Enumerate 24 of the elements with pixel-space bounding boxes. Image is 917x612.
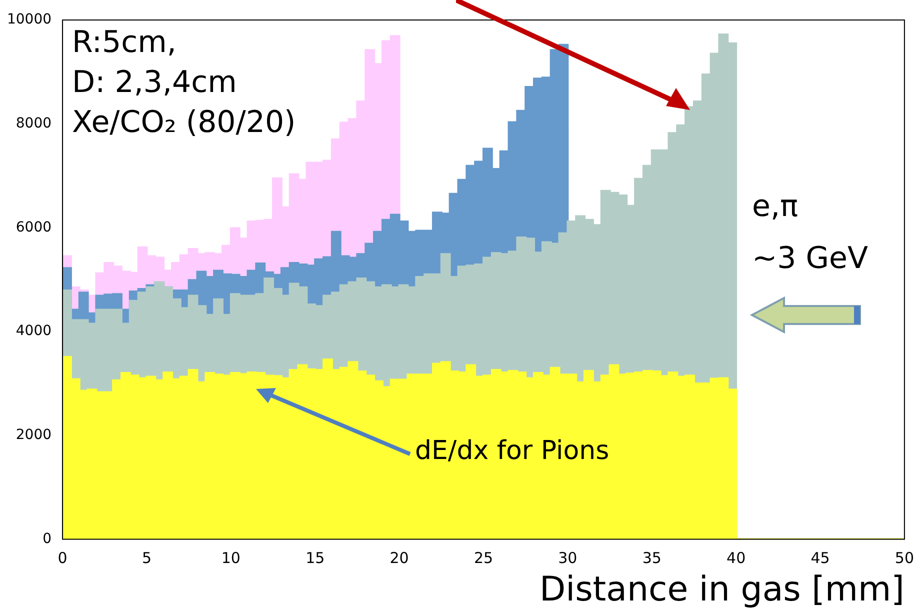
x-tick-label: 35 [642, 549, 662, 568]
x-tick-label: 20 [390, 549, 409, 568]
y-tick-label: 2000 [16, 427, 52, 443]
annotation: ~3 GeV [752, 240, 868, 278]
annotation: dE/dx for Pions [415, 435, 610, 468]
annotation: e,π [752, 188, 798, 226]
x-tick-label: 15 [306, 549, 325, 568]
x-tick-label: 45 [810, 549, 830, 568]
x-tick-label: 40 [726, 549, 746, 568]
x-tick-label: 10 [221, 549, 240, 568]
annotation: D: 2,3,4cm [72, 64, 237, 102]
y-tick-label: 0 [42, 530, 52, 547]
y-tick-label: 10000 [6, 12, 52, 28]
annotation: Xe/CO₂ (80/20) [72, 104, 296, 142]
x-axis-title: Distance in gas [mm] [539, 569, 904, 610]
x-tick-label: 0 [58, 549, 68, 568]
y-tick-label: 4000 [16, 323, 52, 340]
y-tick-label: 6000 [16, 219, 52, 236]
x-tick-label: 25 [474, 549, 494, 568]
y-tick-label: 8000 [16, 115, 52, 132]
x-tick-label: 50 [894, 549, 914, 568]
x-tick-label: 30 [558, 549, 578, 568]
x-tick-label: 5 [142, 549, 152, 568]
annotation: R:5cm, [72, 24, 176, 62]
